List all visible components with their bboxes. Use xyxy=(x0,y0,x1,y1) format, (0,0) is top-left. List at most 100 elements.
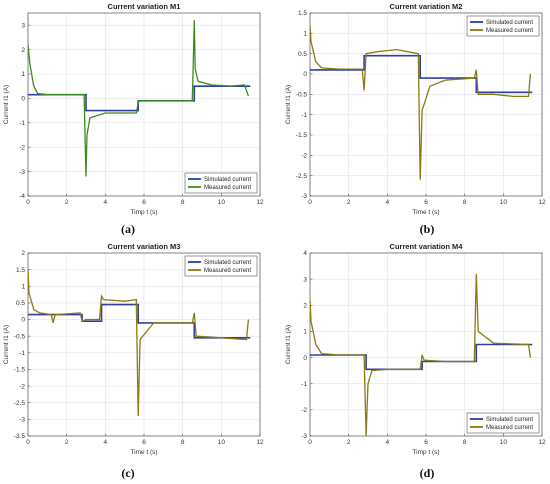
chart-panel-2: 0 2 4 6 8 10 12 -3 -2.5 -2 -1.5 -1 -0.5 0 0.5 1 1.5 Curre… xyxy=(282,0,550,218)
legend-entry-label: Simulated current xyxy=(486,20,533,26)
chart-svg: 0 2 4 6 8 10 12 -3 -2.5 -2 -1.5 -1 -0.5 0 0.5 1 1.5 Curre… xyxy=(285,2,546,216)
measured-current-line xyxy=(28,20,250,177)
y-tick-label: -1.5 xyxy=(296,132,308,139)
legend-entry-label: Simulated current xyxy=(204,177,251,183)
y-axis-label: Current I1 (A) xyxy=(3,85,10,124)
y-tick-label: -3 xyxy=(301,193,307,200)
legend-entry-label: Measured current xyxy=(204,268,251,274)
y-tick-label: -1 xyxy=(301,381,307,388)
x-tick-label: 8 xyxy=(181,199,185,206)
x-tick-label: 4 xyxy=(386,199,390,206)
x-axis-label: Timp t (s) xyxy=(130,209,157,216)
y-tick-label: 1 xyxy=(303,31,307,38)
y-tick-label: 0.5 xyxy=(16,300,25,307)
y-tick-label: 2 xyxy=(303,302,307,309)
x-tick-label: 0 xyxy=(308,199,312,206)
x-tick-label: 2 xyxy=(347,439,351,446)
chart-title: Current variation M4 xyxy=(390,242,464,251)
panel-caption: (d) xyxy=(419,466,435,480)
y-tick-label: -3 xyxy=(19,417,25,424)
legend-box xyxy=(184,172,258,194)
x-tick-label: 0 xyxy=(26,439,30,446)
x-tick-label: 2 xyxy=(65,199,69,206)
x-tick-label: 8 xyxy=(463,439,467,446)
x-tick-label: 12 xyxy=(256,199,264,206)
panel-caption: (b) xyxy=(419,222,435,236)
y-tick-label: 1 xyxy=(21,283,25,290)
y-tick-label: -1 xyxy=(19,350,25,357)
x-tick-label: 0 xyxy=(26,199,30,206)
y-tick-label: 0 xyxy=(21,96,25,103)
y-tick-label: 1 xyxy=(303,329,307,336)
y-tick-label: -1.5 xyxy=(14,367,26,374)
y-tick-label: -1 xyxy=(301,112,307,119)
x-tick-label: 12 xyxy=(256,439,264,446)
y-tick-label: 2 xyxy=(21,47,25,54)
chart-panel-3: 0 2 4 6 8 10 12 -3.5 -3 -2.5 -2 -1.5 -1 -0.5 0 0.5 1 1.5 2… xyxy=(0,240,268,458)
chart-panel-4: 0 2 4 6 8 10 12 -3 -2 -1 0 1 2 3 4 Current variation M4… xyxy=(282,240,550,458)
y-tick-label: -2.5 xyxy=(14,400,26,407)
legend: Simulated current Measured current xyxy=(466,15,540,37)
legend-entry-label: Measured current xyxy=(204,185,251,191)
panel-caption: (a) xyxy=(121,222,135,236)
x-tick-label: 2 xyxy=(347,199,351,206)
y-tick-label: -4 xyxy=(19,193,25,200)
x-tick-label: 10 xyxy=(218,439,226,446)
chart-title: Current variation M3 xyxy=(108,242,181,251)
x-tick-label: 4 xyxy=(104,439,108,446)
x-tick-label: 10 xyxy=(500,439,508,446)
y-tick-label: -3 xyxy=(19,169,25,176)
measured-current-line xyxy=(310,25,532,180)
y-tick-label: 0 xyxy=(303,355,307,362)
x-tick-label: 6 xyxy=(424,439,428,446)
legend: Simulated current Measured current xyxy=(184,255,258,277)
y-tick-label: 3 xyxy=(303,276,307,283)
y-tick-label: -2 xyxy=(301,153,307,160)
y-tick-label: -2 xyxy=(19,144,25,151)
y-axis-label: Current I1 (A) xyxy=(285,325,292,364)
simulated-current-line xyxy=(310,54,533,94)
simulated-current-line xyxy=(310,343,533,371)
x-tick-label: 6 xyxy=(424,199,428,206)
y-tick-label: -2 xyxy=(19,383,25,390)
legend-entry-label: Measured current xyxy=(486,425,533,431)
y-tick-label: 4 xyxy=(303,250,307,257)
x-tick-label: 6 xyxy=(142,199,146,206)
legend-entry-label: Simulated current xyxy=(486,417,533,423)
x-tick-label: 0 xyxy=(308,439,312,446)
y-tick-label: 2 xyxy=(21,250,25,257)
x-tick-label: 4 xyxy=(104,199,108,206)
panel-caption: (c) xyxy=(121,466,135,480)
y-tick-label: -3 xyxy=(301,433,307,440)
legend: Simulated current Measured current xyxy=(184,172,258,194)
y-axis-label: Current I1 (A) xyxy=(3,325,10,364)
x-tick-label: 10 xyxy=(500,199,508,206)
chart-panel-1: 0 2 4 6 8 10 12 -4 -3 -2 -1 0 1 2 3 Current variation M… xyxy=(0,0,268,218)
y-tick-label: 0 xyxy=(303,71,307,78)
legend-entry-label: Simulated current xyxy=(204,260,251,266)
x-tick-label: 2 xyxy=(65,439,69,446)
y-tick-label: -1 xyxy=(19,120,25,127)
y-tick-label: -2.5 xyxy=(296,173,308,180)
y-tick-label: 0 xyxy=(21,317,25,324)
simulated-current-line xyxy=(28,303,251,339)
y-tick-label: -0.5 xyxy=(296,92,308,99)
y-tick-label: 1.5 xyxy=(298,10,307,17)
y-tick-label: -3.5 xyxy=(14,433,26,440)
chart-title: Current variation M1 xyxy=(108,2,181,11)
x-tick-label: 6 xyxy=(142,439,146,446)
x-axis-label: Time t (s) xyxy=(130,449,157,456)
legend-box xyxy=(184,255,258,277)
x-tick-label: 12 xyxy=(538,439,546,446)
x-axis-label: Time t (s) xyxy=(412,209,439,216)
y-tick-label: 1.5 xyxy=(16,267,25,274)
x-tick-label: 12 xyxy=(538,199,546,206)
legend-entry-label: Measured current xyxy=(486,28,533,34)
y-tick-label: -0.5 xyxy=(14,333,26,340)
y-tick-label: -2 xyxy=(301,407,307,414)
measured-current-line xyxy=(28,269,250,417)
y-tick-label: 3 xyxy=(21,22,25,29)
